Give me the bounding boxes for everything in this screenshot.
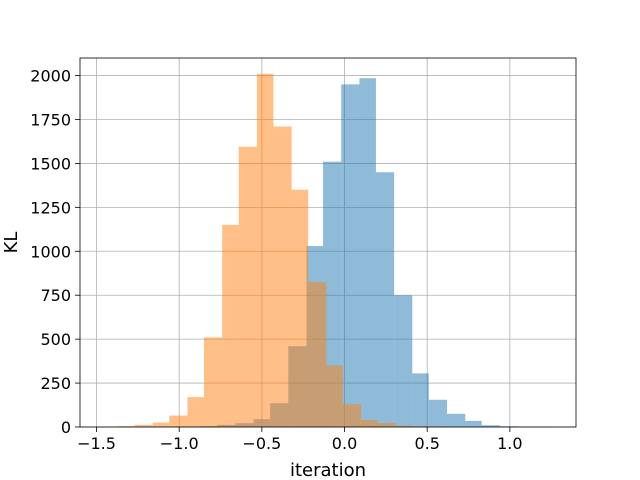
- histogram-bar: [169, 415, 188, 427]
- histogram-bar: [222, 224, 239, 427]
- y-axis-label: KL: [1, 232, 22, 254]
- y-tick-label: 1250: [30, 198, 71, 217]
- y-tick-label: 1750: [30, 111, 71, 130]
- x-tick-label: 1.0: [497, 434, 522, 453]
- x-tick-label: 0.0: [332, 434, 357, 453]
- histogram-bar: [412, 373, 429, 427]
- y-tick-label: 0: [61, 418, 71, 437]
- histogram-bar: [375, 172, 395, 427]
- y-tick-label: 2000: [30, 67, 71, 86]
- histogram-bar: [238, 146, 257, 427]
- histogram-bar: [326, 365, 343, 427]
- y-tick-label: 1500: [30, 154, 71, 173]
- histogram-bar: [447, 413, 466, 427]
- histogram-bar: [361, 419, 378, 427]
- histogram-bar: [377, 423, 396, 427]
- x-tick-label: −1.5: [77, 434, 116, 453]
- histogram-bar: [465, 420, 482, 427]
- x-tick-label: 0.5: [414, 434, 439, 453]
- histogram-bar: [118, 426, 135, 427]
- y-tick-label: 750: [40, 286, 71, 305]
- y-tick-label: 250: [40, 374, 71, 393]
- plot-frame: [79, 57, 577, 428]
- y-tick-label: 500: [40, 330, 71, 349]
- histogram-bar: [323, 161, 342, 427]
- histogram-bar: [291, 189, 309, 427]
- histogram-bar: [134, 424, 153, 427]
- x-tick-label: −1.0: [160, 434, 199, 453]
- histogram-bar: [395, 425, 413, 427]
- histogram-bar: [152, 422, 170, 427]
- axis-ticks: −1.5 −1.0 −0.5 0.0 0.5 1.0 0 250 500 750 1000 1250 1…: [30, 67, 522, 453]
- x-axis-label: iteration: [290, 460, 366, 480]
- series-2-bars: [99, 73, 448, 428]
- histogram-bar: [342, 404, 362, 427]
- histogram-bar: [273, 126, 292, 428]
- histogram-bar: [359, 78, 376, 427]
- histogram-bar: [394, 295, 413, 427]
- histogram-bar: [481, 425, 500, 427]
- x-tick-label: −0.5: [242, 434, 281, 453]
- histogram-bar: [428, 399, 448, 427]
- histogram-bar: [341, 84, 360, 427]
- histogram-bar: [187, 397, 204, 427]
- histogram-bar: [256, 73, 274, 428]
- histogram-bar: [204, 337, 223, 427]
- histogram-bar: [308, 282, 327, 427]
- histogram-bars: [99, 73, 553, 428]
- y-tick-label: 1000: [30, 242, 71, 261]
